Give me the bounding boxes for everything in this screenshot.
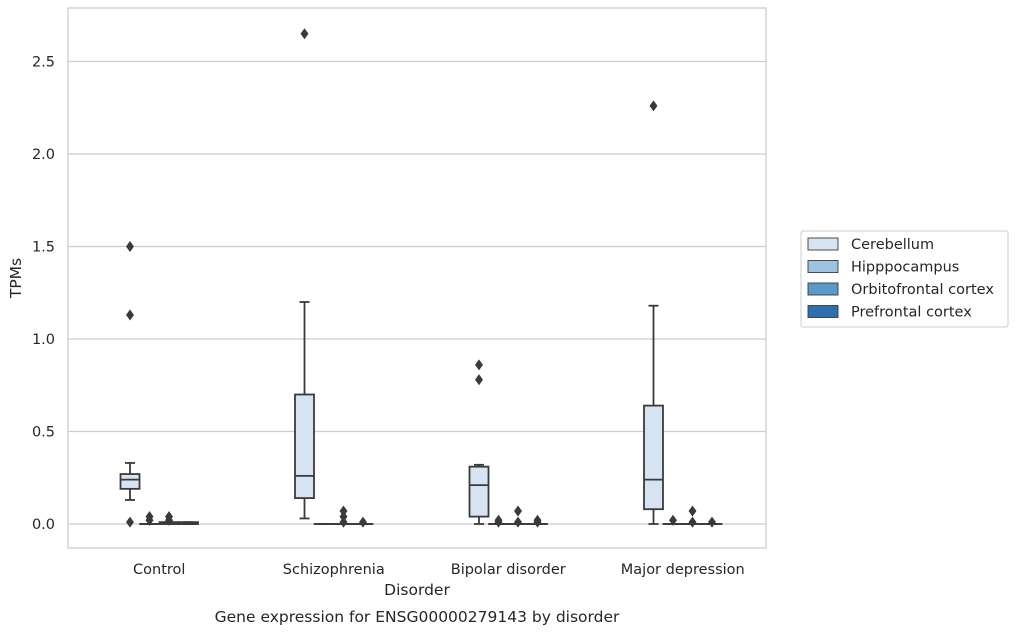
outlier-point [688, 505, 697, 517]
legend-swatch [807, 282, 839, 296]
legend-label: Prefrontal cortex [851, 305, 972, 321]
y-tick-label: 0.0 [32, 517, 55, 533]
legend-frame [800, 230, 1009, 328]
legend-label: Orbitofrontal cortex [851, 282, 994, 298]
outlier-point [339, 516, 348, 528]
box-cerebellum [643, 100, 664, 525]
outlier-point [649, 100, 658, 112]
legend-swatch [807, 260, 839, 273]
box-prefrontal-cortex [352, 516, 374, 528]
x-tick-label: Bipolar disorder [451, 562, 566, 578]
box-orbitofrontal-cortex [158, 511, 180, 526]
outlier-point [514, 516, 522, 528]
box-body [643, 404, 664, 511]
box-prefrontal-cortex [701, 516, 723, 528]
legend: Cerebellum Hipppocampus Orbitofrontal cort… [800, 230, 1009, 328]
y-axis-title: TPMs [7, 258, 25, 299]
outlier-point [494, 516, 503, 528]
legend-swatch [807, 237, 839, 251]
outlier-point [165, 514, 173, 526]
outlier-point [126, 309, 134, 321]
box-body [294, 393, 315, 499]
box-hipppocampus [139, 511, 160, 526]
legend-label: Hipppocampus [851, 260, 959, 276]
box-hipppocampus [662, 514, 684, 526]
legend-swatch [807, 305, 839, 318]
outlier-point [475, 359, 483, 371]
outlier-point [300, 28, 309, 40]
y-tick-label: 2.5 [32, 55, 55, 71]
x-axis-title: Disorder [384, 581, 450, 599]
outlier-point [708, 516, 716, 528]
box-orbitofrontal-cortex [333, 505, 354, 528]
outlier-point [145, 514, 154, 526]
box-body [119, 473, 141, 490]
box-body [468, 465, 490, 518]
boxes [119, 28, 723, 528]
y-tick-label: 1.0 [32, 332, 55, 348]
chart-caption: Gene expression for ENSG00000279143 by d… [215, 608, 620, 626]
x-tick-label: Major depression [621, 562, 745, 578]
outlier-point [688, 516, 697, 528]
outlier-point [514, 505, 522, 517]
box-prefrontal-cortex [527, 514, 548, 528]
box-prefrontal-cortex [178, 521, 199, 525]
box-cerebellum [294, 28, 315, 520]
outlier-point [126, 240, 134, 253]
outlier-point [126, 516, 134, 528]
plot-frame [67, 7, 767, 549]
box-cerebellum [468, 359, 490, 525]
box-orbitofrontal-cortex [682, 505, 703, 528]
y-tick-label: 2.0 [32, 147, 55, 163]
outlier-point [533, 516, 542, 528]
y-tick-label: 0.5 [32, 425, 55, 441]
box-cerebellum [119, 240, 141, 528]
outlier-point [359, 516, 367, 528]
outlier-point [669, 514, 677, 526]
x-tick-label: Control [133, 562, 185, 578]
axis-ticks: 0.0 0.5 1.0 1.5 2.0 2.5 Control Schizophrenia Bi… [32, 55, 745, 579]
legend-label: Cerebellum [851, 237, 934, 253]
x-tick-label: Schizophrenia [283, 562, 385, 578]
outlier-point [475, 374, 483, 386]
y-tick-label: 1.5 [32, 240, 55, 256]
box-orbitofrontal-cortex [507, 505, 529, 528]
box-hipppocampus [488, 514, 509, 528]
